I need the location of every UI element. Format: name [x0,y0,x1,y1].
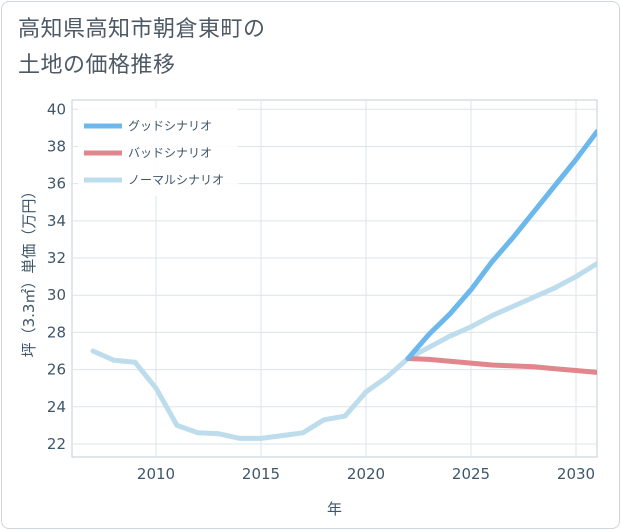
chart-title-line1: 高知県高知市朝倉東町の [18,17,266,42]
y-tick-label: 26 [47,361,66,379]
y-tick-label: 36 [47,175,66,193]
y-tick-label: 30 [47,286,66,304]
y-tick-label: 24 [47,398,66,416]
y-tick-label: 40 [47,100,66,118]
y-tick-label: 28 [47,323,66,341]
x-tick-label: 2015 [242,465,280,483]
legend-label-0: グッドシナリオ [128,119,212,133]
x-tick-label: 2010 [137,465,175,483]
chart-title: 高知県高知市朝倉東町の 土地の価格推移 [18,12,266,84]
legend-label-2: ノーマルシナリオ [128,173,224,187]
chart-title-line2: 土地の価格推移 [18,53,176,78]
y-tick-label: 38 [47,137,66,155]
legend-label-1: バッドシナリオ [128,146,212,160]
x-axis-title: 年 [327,500,342,518]
series-line-2 [90,261,597,441]
series-line-0 [405,129,597,361]
x-tick-label: 2020 [347,465,385,483]
y-tick-label: 34 [47,212,66,230]
x-tick-label: 2030 [557,465,595,483]
series-line-1 [405,356,597,375]
y-axis-title: 坪（3.3㎡）単価（万円） [20,184,38,358]
x-tick-label: 2025 [452,465,490,483]
y-tick-label: 32 [47,249,66,267]
y-tick-label: 22 [47,435,66,453]
